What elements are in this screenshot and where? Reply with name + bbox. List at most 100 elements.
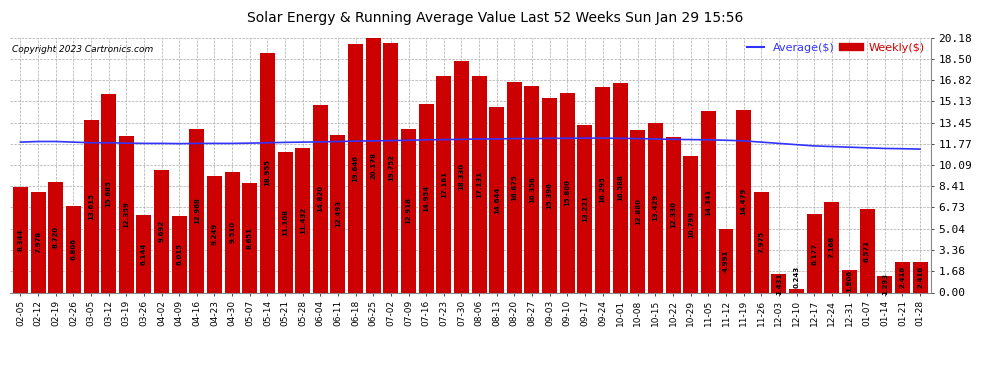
Bar xyxy=(401,129,416,292)
Bar xyxy=(49,182,63,292)
Text: 1.293: 1.293 xyxy=(882,273,888,296)
Bar xyxy=(559,93,575,292)
Bar xyxy=(295,148,310,292)
Text: 7.978: 7.978 xyxy=(35,231,42,253)
Text: 6.015: 6.015 xyxy=(176,243,182,266)
Text: 11.108: 11.108 xyxy=(282,209,288,236)
Bar xyxy=(525,86,540,292)
Text: 12.880: 12.880 xyxy=(635,198,641,225)
Text: 12.918: 12.918 xyxy=(406,197,412,224)
Bar xyxy=(631,130,645,292)
Text: 16.588: 16.588 xyxy=(617,174,623,201)
Bar xyxy=(277,152,293,292)
Bar xyxy=(543,98,557,292)
Text: 13.221: 13.221 xyxy=(582,195,588,222)
Text: 15.800: 15.800 xyxy=(564,179,570,206)
Text: 2.416: 2.416 xyxy=(899,266,906,288)
Text: 9.510: 9.510 xyxy=(229,221,236,243)
Text: 15.396: 15.396 xyxy=(546,182,552,209)
Bar xyxy=(859,210,874,292)
Text: 13.615: 13.615 xyxy=(88,193,94,220)
Bar xyxy=(348,44,363,292)
Text: 9.692: 9.692 xyxy=(158,220,164,242)
Bar xyxy=(66,207,81,292)
Text: 14.479: 14.479 xyxy=(741,188,746,215)
Text: 0.243: 0.243 xyxy=(794,265,800,288)
Bar xyxy=(171,216,187,292)
Bar xyxy=(683,156,698,292)
Text: 10.799: 10.799 xyxy=(688,211,694,238)
Text: 18.955: 18.955 xyxy=(264,159,270,186)
Text: 13.429: 13.429 xyxy=(652,194,658,221)
Bar xyxy=(243,183,257,292)
Text: Solar Energy & Running Average Value Last 52 Weeks Sun Jan 29 15:56: Solar Energy & Running Average Value Las… xyxy=(247,11,743,25)
Text: 14.644: 14.644 xyxy=(494,186,500,214)
Bar xyxy=(454,61,469,292)
Text: 19.646: 19.646 xyxy=(352,155,358,182)
Bar xyxy=(507,82,522,292)
Bar xyxy=(331,135,346,292)
Text: 16.356: 16.356 xyxy=(529,176,535,203)
Bar xyxy=(665,137,680,292)
Text: 16.295: 16.295 xyxy=(600,176,606,203)
Bar xyxy=(119,136,134,292)
Bar xyxy=(154,170,169,292)
Text: 6.144: 6.144 xyxy=(141,243,147,265)
Text: 7.975: 7.975 xyxy=(758,231,764,253)
Bar xyxy=(13,187,28,292)
Text: 11.432: 11.432 xyxy=(300,207,306,234)
Bar xyxy=(737,110,751,292)
Text: 14.820: 14.820 xyxy=(318,185,324,212)
Bar xyxy=(419,104,434,292)
Text: 12.493: 12.493 xyxy=(335,200,341,227)
Text: 8.651: 8.651 xyxy=(247,227,252,249)
Text: 6.806: 6.806 xyxy=(70,238,76,261)
Bar xyxy=(207,176,222,292)
Bar xyxy=(842,270,857,292)
Text: 9.249: 9.249 xyxy=(212,223,218,245)
Text: 12.330: 12.330 xyxy=(670,201,676,228)
Bar xyxy=(225,172,240,292)
Bar xyxy=(895,262,910,292)
Bar xyxy=(83,120,99,292)
Text: 14.954: 14.954 xyxy=(423,184,429,211)
Bar xyxy=(771,274,786,292)
Bar xyxy=(489,108,504,292)
Bar xyxy=(789,290,804,292)
Text: 4.991: 4.991 xyxy=(723,250,729,272)
Bar xyxy=(365,38,381,292)
Bar xyxy=(647,123,663,292)
Bar xyxy=(137,215,151,292)
Text: 1.806: 1.806 xyxy=(846,270,852,292)
Bar xyxy=(189,129,204,292)
Bar xyxy=(577,125,592,292)
Text: 17.131: 17.131 xyxy=(476,171,482,198)
Text: 8.720: 8.720 xyxy=(52,226,58,249)
Text: 7.168: 7.168 xyxy=(829,236,835,258)
Bar xyxy=(437,76,451,292)
Text: 18.330: 18.330 xyxy=(458,163,464,190)
Bar xyxy=(807,214,822,292)
Bar xyxy=(701,111,716,292)
Bar xyxy=(101,94,116,292)
Text: 1.431: 1.431 xyxy=(776,272,782,295)
Bar xyxy=(260,53,275,292)
Text: Copyright 2023 Cartronics.com: Copyright 2023 Cartronics.com xyxy=(12,45,153,54)
Bar xyxy=(913,262,928,292)
Text: 19.752: 19.752 xyxy=(388,154,394,181)
Text: 2.416: 2.416 xyxy=(917,266,923,288)
Text: 16.675: 16.675 xyxy=(512,174,518,201)
Bar xyxy=(31,192,46,292)
Bar xyxy=(471,76,486,292)
Text: 20.178: 20.178 xyxy=(370,152,376,178)
Text: 15.685: 15.685 xyxy=(106,180,112,207)
Bar xyxy=(719,230,734,292)
Bar xyxy=(877,276,892,292)
Legend: Average($), Weekly($): Average($), Weekly($) xyxy=(742,39,930,58)
Bar xyxy=(613,83,628,292)
Text: 6.177: 6.177 xyxy=(811,242,817,264)
Bar xyxy=(825,202,840,292)
Bar xyxy=(753,192,769,292)
Bar xyxy=(595,87,610,292)
Text: 12.968: 12.968 xyxy=(194,197,200,224)
